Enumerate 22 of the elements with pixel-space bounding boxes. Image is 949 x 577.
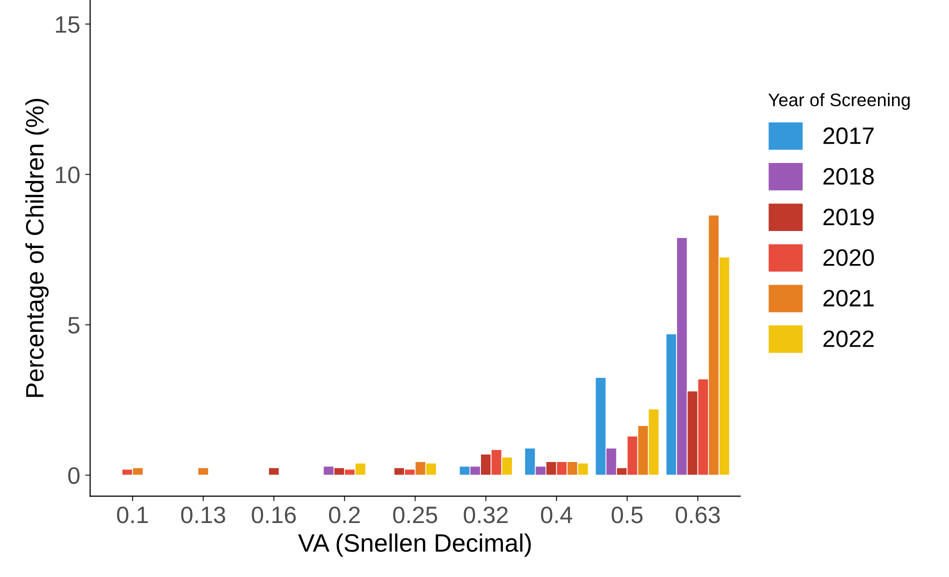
legend-label: 2019 [823, 208, 874, 226]
legend-title: Year of Screening [768, 93, 910, 110]
x-tick-label: 0.1 [117, 506, 148, 524]
x-tick-label: 0.32 [464, 506, 508, 524]
y-tick-label: 5 [68, 317, 80, 334]
y-tick-label: 15 [56, 16, 80, 33]
legend-label: 2018 [823, 168, 874, 185]
legend-label: 2017 [823, 127, 874, 144]
x-tick-label: 0.5 [612, 506, 643, 524]
x-tick-label: 0.13 [181, 506, 226, 524]
legend-label: 2021 [823, 290, 874, 307]
y-tick-label: 0 [68, 467, 80, 484]
x-tick-label: 0.63 [676, 506, 720, 524]
x-axis-title: VA (Snellen Decimal) [298, 534, 531, 557]
legend-label: 2022 [823, 330, 874, 348]
y-tick-label: 10 [56, 166, 80, 184]
x-tick-label: 0.4 [541, 506, 572, 524]
x-tick-label: 0.2 [329, 506, 360, 524]
x-tick-label: 0.25 [393, 506, 438, 524]
legend-label: 2020 [823, 249, 874, 266]
y-axis-title: Percentage of Children (%) [25, 98, 49, 397]
x-tick-label: 0.16 [252, 506, 296, 524]
